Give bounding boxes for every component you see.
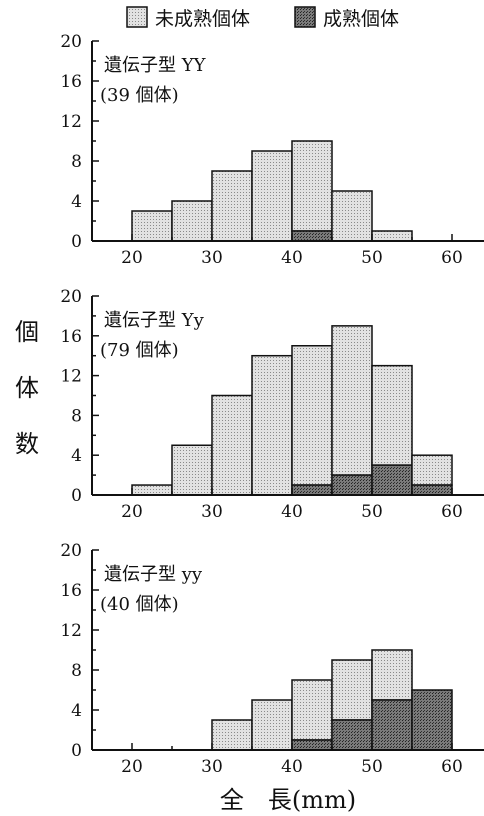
- x-tick-label: 40: [281, 248, 303, 268]
- y-tick-label: 0: [71, 232, 82, 252]
- bar-immature: [331, 325, 373, 476]
- x-tick-label: 20: [121, 502, 143, 522]
- panel-title: 遺伝子型 YY: [104, 55, 207, 76]
- x-tick-label: 20: [121, 757, 143, 777]
- y-tick-label: 0: [71, 741, 82, 761]
- panel-subtitle: (39 個体): [100, 85, 179, 106]
- bar-immature: [371, 364, 413, 466]
- bar-immature: [211, 170, 253, 242]
- x-tick-label: 60: [441, 757, 463, 777]
- bar-immature: [291, 679, 333, 741]
- y-tick-label: 8: [71, 152, 82, 172]
- bar-immature: [171, 200, 213, 242]
- panel-subtitle: (79 個体): [100, 340, 179, 361]
- panel-title: 遺伝子型 Yy: [104, 310, 205, 331]
- bar-immature: [371, 649, 413, 701]
- bar-immature: [211, 394, 253, 496]
- y-tick-label: 12: [60, 367, 82, 387]
- bar-immature: [171, 444, 213, 496]
- x-tick-label: 30: [201, 757, 223, 777]
- x-tick-label: 50: [361, 757, 383, 777]
- y-tick-label: 20: [60, 541, 82, 561]
- x-axis-title: 全 長(mm): [220, 786, 356, 814]
- bar-immature: [291, 345, 333, 486]
- y-tick-label: 0: [71, 486, 82, 506]
- legend-mature-swatch: [294, 6, 316, 28]
- histogram-panel: 0 4 8 12 16 20 20 30 40 50 60 遺伝子型 yy (40 個体): [60, 541, 484, 777]
- bar-immature: [251, 699, 293, 751]
- bar-mature: [371, 699, 413, 751]
- bar-mature: [371, 464, 413, 496]
- bar-immature: [331, 190, 373, 242]
- legend-immature-label: 未成熟個体: [155, 8, 250, 30]
- x-tick-label: 60: [441, 502, 463, 522]
- x-tick-label: 20: [121, 248, 143, 268]
- panel-subtitle: (40 個体): [100, 594, 179, 615]
- bar-immature: [331, 659, 373, 721]
- x-tick-label: 30: [201, 502, 223, 522]
- bar-immature: [371, 230, 413, 242]
- y-tick-label: 20: [60, 287, 82, 307]
- bar-immature: [211, 719, 253, 751]
- bar-immature: [251, 150, 293, 242]
- bar-immature: [131, 210, 173, 242]
- bar-mature: [291, 484, 333, 496]
- bar-mature: [291, 230, 333, 242]
- y-tick-label: 16: [60, 72, 82, 92]
- bar-mature: [331, 474, 373, 496]
- y-axis-title-char: 数: [15, 430, 39, 458]
- panel-title: 遺伝子型 yy: [104, 564, 203, 585]
- y-tick-label: 16: [60, 581, 82, 601]
- y-tick-label: 4: [71, 446, 82, 466]
- bar-immature: [251, 354, 293, 496]
- legend-mature-label: 成熟個体: [323, 8, 399, 30]
- y-tick-label: 12: [60, 112, 82, 132]
- bar-mature: [411, 689, 453, 751]
- bar-immature: [411, 454, 453, 486]
- y-axis-title-char: 体: [15, 374, 39, 402]
- bar-immature: [131, 484, 173, 496]
- x-tick-label: 50: [361, 248, 383, 268]
- x-tick-label: 40: [281, 502, 303, 522]
- y-tick-label: 20: [60, 32, 82, 52]
- histogram-panel: 0 4 8 12 16 20 20 30 40 50 60 遺伝子型 Yy (79 個体): [60, 287, 484, 522]
- legend-immature-swatch: [126, 6, 148, 28]
- x-tick-label: 50: [361, 502, 383, 522]
- x-tick-label: 30: [201, 248, 223, 268]
- bar-mature: [411, 484, 453, 496]
- bar-immature: [291, 140, 333, 232]
- x-tick-label: 40: [281, 757, 303, 777]
- bar-mature: [291, 739, 333, 751]
- y-tick-label: 8: [71, 406, 82, 426]
- x-tick-label: 60: [441, 248, 463, 268]
- y-tick-label: 8: [71, 661, 82, 681]
- y-tick-label: 12: [60, 621, 82, 641]
- bar-mature: [331, 719, 373, 751]
- y-tick-label: 4: [71, 701, 82, 721]
- legend: 未成熟個体 成熟個体: [126, 6, 399, 30]
- histogram-panel: 0 4 8 12 16 20 20 30 40 50 60 遺伝子型 YY (39 個体): [60, 32, 484, 268]
- y-axis-title: 個体数: [15, 318, 39, 458]
- y-axis-title-char: 個: [15, 318, 39, 346]
- y-tick-label: 4: [71, 192, 82, 212]
- y-tick-label: 16: [60, 327, 82, 347]
